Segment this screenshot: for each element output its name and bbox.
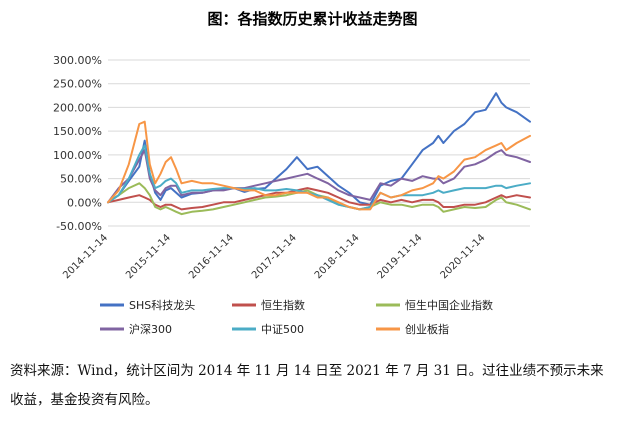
y-tick-label: 150.00% — [53, 125, 102, 138]
x-axis: 2014-11-14 2015-11-14 2016-11-14 2017-11-14… — [61, 232, 487, 281]
y-axis: 300.00% 250.00% 200.00% 150.00% 100.00% 50.00… — [53, 54, 102, 233]
y-tick-label: -50.00% — [56, 220, 102, 233]
series-line-1 — [107, 187, 531, 211]
series-line-5 — [107, 120, 531, 211]
legend-label-3: 沪深300 — [129, 322, 172, 336]
legend-label-1: 恒生指数 — [261, 298, 305, 312]
y-tick-label: 100.00% — [53, 149, 102, 162]
x-tick-label: 2020-11-14 — [439, 232, 488, 281]
grid-layer — [108, 59, 530, 227]
series-line-2 — [107, 182, 531, 216]
y-tick-label: 0.00% — [67, 196, 102, 209]
y-tick-label: 250.00% — [53, 78, 102, 91]
y-tick-label: 50.00% — [60, 173, 102, 186]
series-line-0 — [107, 92, 531, 206]
y-tick-label: 200.00% — [53, 101, 102, 114]
x-tick-label: 2019-11-14 — [376, 232, 425, 281]
series-layer — [107, 92, 531, 216]
y-tick-label: 300.00% — [53, 54, 102, 67]
x-tick-label: 2014-11-14 — [61, 232, 110, 281]
legend-label-0: SHS科技龙头 — [129, 298, 195, 312]
source-note: 资料来源：Wind，统计区间为 2014 年 11 月 14 日至 2021 年… — [10, 363, 604, 408]
x-tick-label: 2017-11-14 — [250, 232, 299, 281]
x-tick-label: 2015-11-14 — [124, 232, 173, 281]
x-tick-label: 2018-11-14 — [313, 232, 362, 281]
legend-label-4: 中证500 — [261, 323, 304, 336]
line-chart: 300.00% 250.00% 200.00% 150.00% 100.00% 50.00… — [53, 54, 531, 336]
legend-label-2: 恒生中国企业指数 — [405, 298, 493, 312]
legend-label-5: 创业板指 — [405, 322, 449, 336]
x-tick-label: 2016-11-14 — [187, 232, 236, 281]
chart-title: 图：各指数历史累计收益走势图 — [207, 10, 418, 28]
series-line-3 — [107, 149, 531, 204]
